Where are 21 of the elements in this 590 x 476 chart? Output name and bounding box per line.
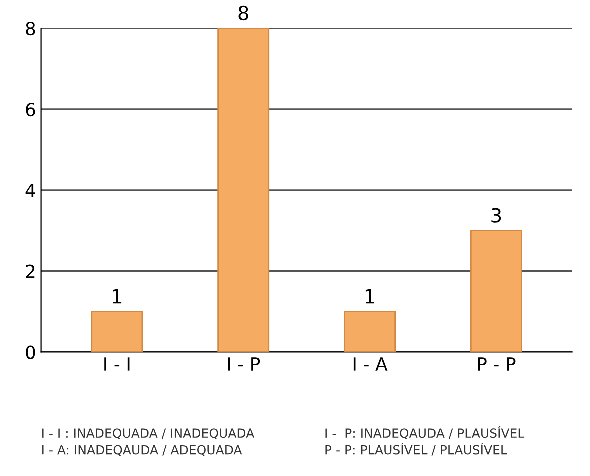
y-tick-label: 8 xyxy=(26,22,36,36)
y-tick-label: 4 xyxy=(26,184,36,198)
y-tick-label: 6 xyxy=(26,102,36,117)
x-tick-label: I - A xyxy=(354,358,388,371)
y-tick-label: 2 xyxy=(26,264,35,278)
data-label: 3 xyxy=(492,208,502,223)
bar xyxy=(344,311,396,352)
x-tick-label: I - I xyxy=(104,358,130,371)
x-tick-label: P - P xyxy=(478,358,516,371)
x-tick-label: I - P xyxy=(228,358,260,371)
y-tick-label: 0 xyxy=(26,346,36,360)
data-label: 1 xyxy=(366,289,374,304)
text: I - P: INADEQAUDA / PLAUSÍVEL xyxy=(326,426,525,440)
text: P - P: PLAUSÍVEL / PLAUSÍVEL xyxy=(326,443,508,456)
bar xyxy=(470,230,522,352)
text: I - I : INADEQUADA / INADEQUADA xyxy=(42,428,255,440)
bar xyxy=(91,311,144,352)
text: I - A: INADEQAUDA / ADEQUADA xyxy=(42,445,242,456)
data-label: 8 xyxy=(238,6,248,21)
bar xyxy=(218,28,270,352)
data-label: 1 xyxy=(113,289,122,304)
